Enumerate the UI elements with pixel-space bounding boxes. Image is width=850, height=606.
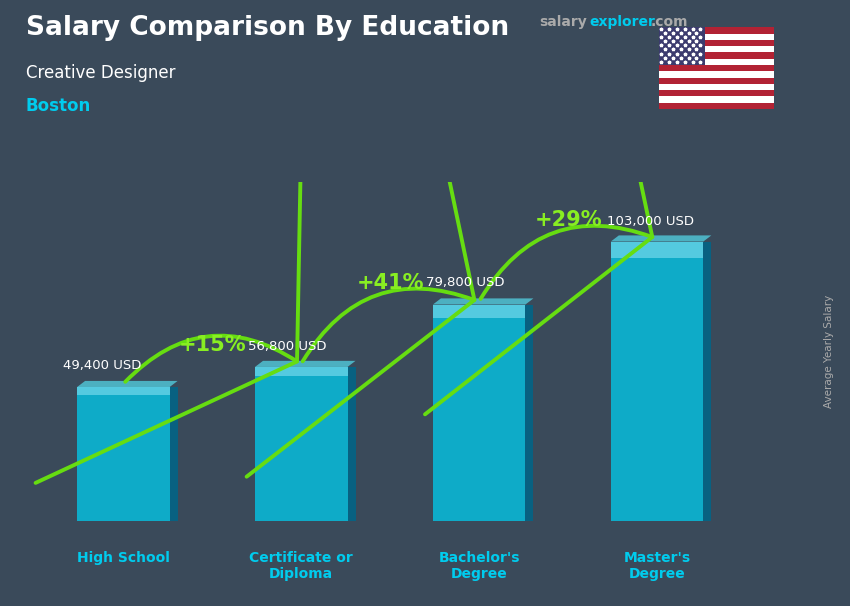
Bar [659,96,774,103]
Text: Master's
Degree: Master's Degree [624,551,691,581]
Bar [659,46,774,53]
Bar [659,33,774,40]
Text: +15%: +15% [178,335,246,355]
Text: Creative Designer: Creative Designer [26,64,175,82]
Text: 103,000 USD: 103,000 USD [607,215,694,228]
Bar [659,40,774,46]
Polygon shape [255,361,355,367]
Text: 56,800 USD: 56,800 USD [248,340,326,353]
FancyArrowPatch shape [36,73,303,483]
Text: 49,400 USD: 49,400 USD [63,359,141,372]
Text: +29%: +29% [535,210,602,230]
FancyBboxPatch shape [611,242,703,258]
FancyBboxPatch shape [433,304,525,521]
FancyBboxPatch shape [77,387,170,521]
Text: High School: High School [76,551,170,565]
Bar [659,84,774,90]
Bar [659,53,774,59]
Bar [659,27,705,65]
Bar [659,59,774,65]
FancyBboxPatch shape [255,367,348,521]
FancyBboxPatch shape [703,242,711,521]
Text: Certificate or
Diploma: Certificate or Diploma [249,551,353,581]
FancyBboxPatch shape [525,304,534,521]
Polygon shape [77,381,178,387]
Text: explorer: explorer [589,15,654,29]
Bar [659,78,774,84]
Text: +41%: +41% [356,273,424,293]
Bar [659,103,774,109]
FancyBboxPatch shape [170,387,178,521]
Bar [659,90,774,96]
Text: salary: salary [540,15,587,29]
Bar [659,27,774,33]
Bar [659,65,774,72]
Text: Average Yearly Salary: Average Yearly Salary [824,295,834,408]
Text: Salary Comparison By Education: Salary Comparison By Education [26,15,508,41]
FancyBboxPatch shape [433,304,525,318]
FancyBboxPatch shape [348,367,355,521]
Polygon shape [433,298,534,304]
FancyBboxPatch shape [611,242,703,521]
FancyBboxPatch shape [255,367,348,376]
Text: 79,800 USD: 79,800 USD [426,276,504,289]
Polygon shape [611,235,711,242]
Text: Boston: Boston [26,97,91,115]
Text: .com: .com [650,15,688,29]
FancyBboxPatch shape [77,387,170,395]
FancyArrowPatch shape [246,18,474,477]
Text: Bachelor's
Degree: Bachelor's Degree [439,551,520,581]
FancyArrowPatch shape [425,0,652,415]
Bar [659,72,774,78]
